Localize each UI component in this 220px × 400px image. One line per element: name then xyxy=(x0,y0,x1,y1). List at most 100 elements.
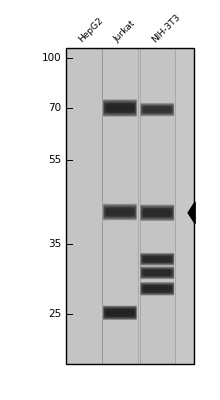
Polygon shape xyxy=(188,202,195,224)
FancyBboxPatch shape xyxy=(141,103,174,116)
FancyBboxPatch shape xyxy=(141,282,174,295)
FancyBboxPatch shape xyxy=(104,102,136,114)
FancyBboxPatch shape xyxy=(104,206,136,218)
FancyBboxPatch shape xyxy=(104,102,136,114)
Bar xyxy=(67,48,102,364)
FancyBboxPatch shape xyxy=(141,255,173,263)
FancyBboxPatch shape xyxy=(140,282,174,295)
FancyBboxPatch shape xyxy=(141,268,173,277)
FancyBboxPatch shape xyxy=(103,99,137,117)
FancyBboxPatch shape xyxy=(104,309,136,317)
FancyBboxPatch shape xyxy=(103,100,136,116)
FancyBboxPatch shape xyxy=(141,284,173,293)
FancyBboxPatch shape xyxy=(141,104,174,114)
Bar xyxy=(66,48,194,364)
FancyBboxPatch shape xyxy=(104,307,136,318)
FancyBboxPatch shape xyxy=(141,104,174,115)
FancyBboxPatch shape xyxy=(141,253,174,265)
FancyBboxPatch shape xyxy=(140,253,174,266)
FancyBboxPatch shape xyxy=(104,206,136,218)
FancyBboxPatch shape xyxy=(141,104,174,115)
FancyBboxPatch shape xyxy=(143,285,172,293)
FancyBboxPatch shape xyxy=(141,269,173,276)
FancyBboxPatch shape xyxy=(104,308,136,318)
Bar xyxy=(66,48,194,364)
FancyBboxPatch shape xyxy=(141,284,173,294)
Text: HepG2: HepG2 xyxy=(77,16,105,44)
FancyBboxPatch shape xyxy=(141,284,174,294)
FancyBboxPatch shape xyxy=(141,268,173,277)
FancyBboxPatch shape xyxy=(141,254,174,265)
FancyBboxPatch shape xyxy=(143,208,172,218)
FancyBboxPatch shape xyxy=(141,268,174,278)
FancyBboxPatch shape xyxy=(141,206,174,220)
FancyBboxPatch shape xyxy=(106,309,134,317)
Text: 100: 100 xyxy=(42,53,62,63)
FancyBboxPatch shape xyxy=(141,268,174,278)
FancyBboxPatch shape xyxy=(103,307,136,319)
FancyBboxPatch shape xyxy=(141,284,173,294)
FancyBboxPatch shape xyxy=(141,255,173,264)
FancyBboxPatch shape xyxy=(103,100,137,116)
FancyBboxPatch shape xyxy=(104,205,136,219)
Text: 25: 25 xyxy=(48,309,62,319)
FancyBboxPatch shape xyxy=(103,100,136,116)
FancyBboxPatch shape xyxy=(141,256,173,263)
FancyBboxPatch shape xyxy=(104,207,136,217)
FancyBboxPatch shape xyxy=(141,283,174,294)
FancyBboxPatch shape xyxy=(104,102,136,114)
FancyBboxPatch shape xyxy=(140,266,174,279)
FancyBboxPatch shape xyxy=(103,204,137,220)
FancyBboxPatch shape xyxy=(141,208,173,218)
FancyBboxPatch shape xyxy=(141,254,174,264)
FancyBboxPatch shape xyxy=(143,256,172,263)
FancyBboxPatch shape xyxy=(141,268,174,278)
FancyBboxPatch shape xyxy=(104,308,136,317)
FancyBboxPatch shape xyxy=(141,206,174,220)
FancyBboxPatch shape xyxy=(104,308,136,318)
FancyBboxPatch shape xyxy=(104,308,136,318)
FancyBboxPatch shape xyxy=(141,207,173,219)
FancyBboxPatch shape xyxy=(103,101,136,115)
FancyBboxPatch shape xyxy=(140,253,174,266)
FancyBboxPatch shape xyxy=(141,105,173,114)
FancyBboxPatch shape xyxy=(141,254,174,265)
FancyBboxPatch shape xyxy=(141,104,174,115)
FancyBboxPatch shape xyxy=(141,255,173,264)
FancyBboxPatch shape xyxy=(141,267,174,279)
FancyBboxPatch shape xyxy=(141,253,174,265)
FancyBboxPatch shape xyxy=(103,306,137,319)
FancyBboxPatch shape xyxy=(140,266,174,279)
FancyBboxPatch shape xyxy=(104,101,136,115)
Text: NIH-3T3: NIH-3T3 xyxy=(150,12,182,44)
FancyBboxPatch shape xyxy=(103,306,137,320)
FancyBboxPatch shape xyxy=(141,269,173,277)
FancyBboxPatch shape xyxy=(103,307,136,319)
FancyBboxPatch shape xyxy=(104,101,136,115)
FancyBboxPatch shape xyxy=(141,103,174,116)
FancyBboxPatch shape xyxy=(104,102,136,114)
FancyBboxPatch shape xyxy=(103,100,137,116)
FancyBboxPatch shape xyxy=(141,105,173,114)
FancyBboxPatch shape xyxy=(103,204,137,220)
FancyBboxPatch shape xyxy=(103,204,137,220)
FancyBboxPatch shape xyxy=(140,205,174,221)
FancyBboxPatch shape xyxy=(103,204,137,220)
FancyBboxPatch shape xyxy=(141,205,174,221)
FancyBboxPatch shape xyxy=(103,306,137,320)
FancyBboxPatch shape xyxy=(141,254,174,264)
FancyBboxPatch shape xyxy=(103,205,136,219)
FancyBboxPatch shape xyxy=(141,206,174,220)
FancyBboxPatch shape xyxy=(141,207,173,218)
FancyBboxPatch shape xyxy=(104,307,136,318)
FancyBboxPatch shape xyxy=(103,306,137,320)
FancyBboxPatch shape xyxy=(141,283,174,295)
FancyBboxPatch shape xyxy=(141,254,174,264)
FancyBboxPatch shape xyxy=(106,103,134,113)
FancyBboxPatch shape xyxy=(141,282,174,295)
FancyBboxPatch shape xyxy=(104,103,136,113)
FancyBboxPatch shape xyxy=(104,309,136,316)
FancyBboxPatch shape xyxy=(141,283,174,294)
FancyBboxPatch shape xyxy=(141,268,174,278)
FancyBboxPatch shape xyxy=(141,284,174,294)
